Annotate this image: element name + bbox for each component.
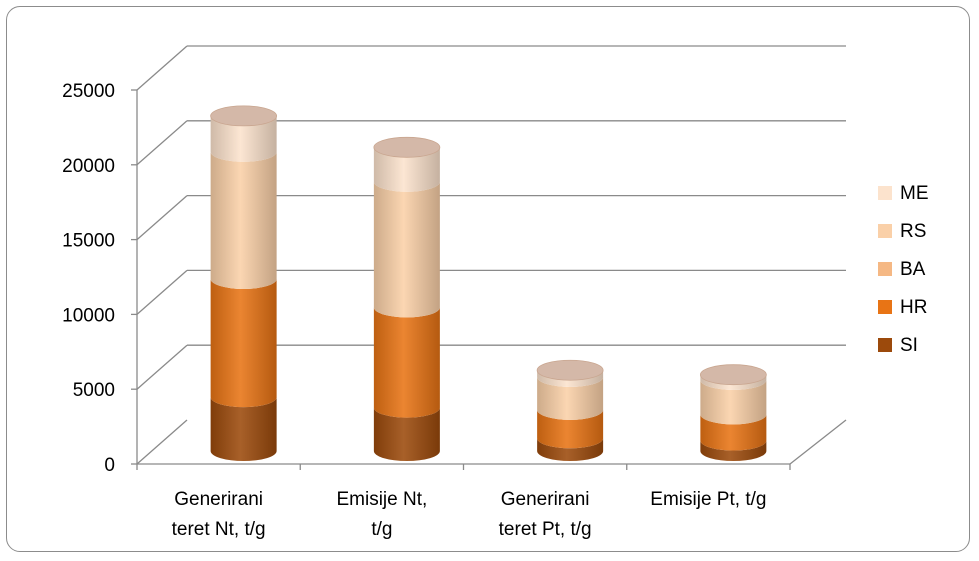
bar-segment-si — [700, 440, 767, 462]
bar-segment-rs — [373, 181, 440, 318]
bar-segment-rs — [537, 376, 604, 420]
y-tick-label: 15000 — [62, 231, 115, 252]
x-category-label: Emisije Nt, — [336, 489, 427, 510]
x-axis-categories: Generirani teret Nt, t/g Emisije Nt, t/g Gen… — [172, 489, 767, 540]
x-category-label: Generirani — [174, 489, 263, 510]
x-category-label: Emisije Pt, t/g — [650, 489, 766, 510]
legend-label-rs: RS — [900, 221, 926, 242]
bar-segment-me — [210, 115, 277, 162]
chart-axes — [131, 89, 847, 470]
legend-label-hr: HR — [900, 297, 927, 318]
bar-cap — [210, 105, 278, 127]
y-tick-label: 25000 — [62, 81, 115, 102]
side-gridline — [136, 45, 188, 91]
bar-cap — [373, 136, 441, 158]
x-category-label: Generirani — [501, 489, 590, 510]
chart-bars — [210, 105, 767, 462]
bar-segment-si — [373, 407, 440, 462]
legend-swatch-rs — [878, 224, 892, 238]
chart-legend: ME RS BA HR SI — [878, 183, 929, 356]
side-gridline — [136, 195, 188, 241]
legend-swatch-ba — [878, 262, 892, 276]
chart-gridlines — [136, 45, 846, 465]
legend-label-si: SI — [900, 335, 918, 356]
legend-swatch-si — [878, 338, 892, 352]
bar-cap — [536, 359, 604, 381]
legend-label-ba: BA — [900, 259, 926, 280]
y-tick-label: 0 — [104, 455, 115, 476]
bar-segment-hr — [537, 409, 604, 449]
y-tick-label: 20000 — [62, 156, 115, 177]
side-gridline — [136, 269, 188, 315]
bar-segment-me — [700, 374, 767, 390]
floor-right-edge — [789, 419, 847, 465]
x-category-label: teret Nt, t/g — [172, 519, 266, 540]
bar-segment-rs — [700, 379, 767, 425]
bar-cap — [699, 364, 767, 386]
side-gridline — [136, 344, 188, 390]
legend-swatch-hr — [878, 300, 892, 314]
legend-label-me: ME — [900, 183, 929, 204]
side-gridline — [136, 419, 188, 465]
bar-segment-si — [210, 397, 277, 462]
bar-segment-me — [373, 147, 440, 192]
bar-segment-si — [537, 438, 604, 462]
legend-swatch-me — [878, 186, 892, 200]
y-axis-ticks: 0 5000 10000 15000 20000 25000 — [62, 81, 115, 476]
bar-segment-hr — [373, 307, 440, 418]
bar-segment-me — [537, 370, 604, 387]
y-tick-label: 5000 — [73, 380, 115, 401]
x-category-label: t/g — [371, 519, 392, 540]
bar-segment-hr — [700, 414, 767, 451]
bar-segment-hr — [210, 278, 277, 408]
bar-segment-rs — [210, 151, 277, 289]
y-tick-label: 10000 — [62, 305, 115, 326]
x-category-label: teret Pt, t/g — [499, 519, 592, 540]
chart-frame — [6, 6, 970, 552]
side-gridline — [136, 120, 188, 166]
